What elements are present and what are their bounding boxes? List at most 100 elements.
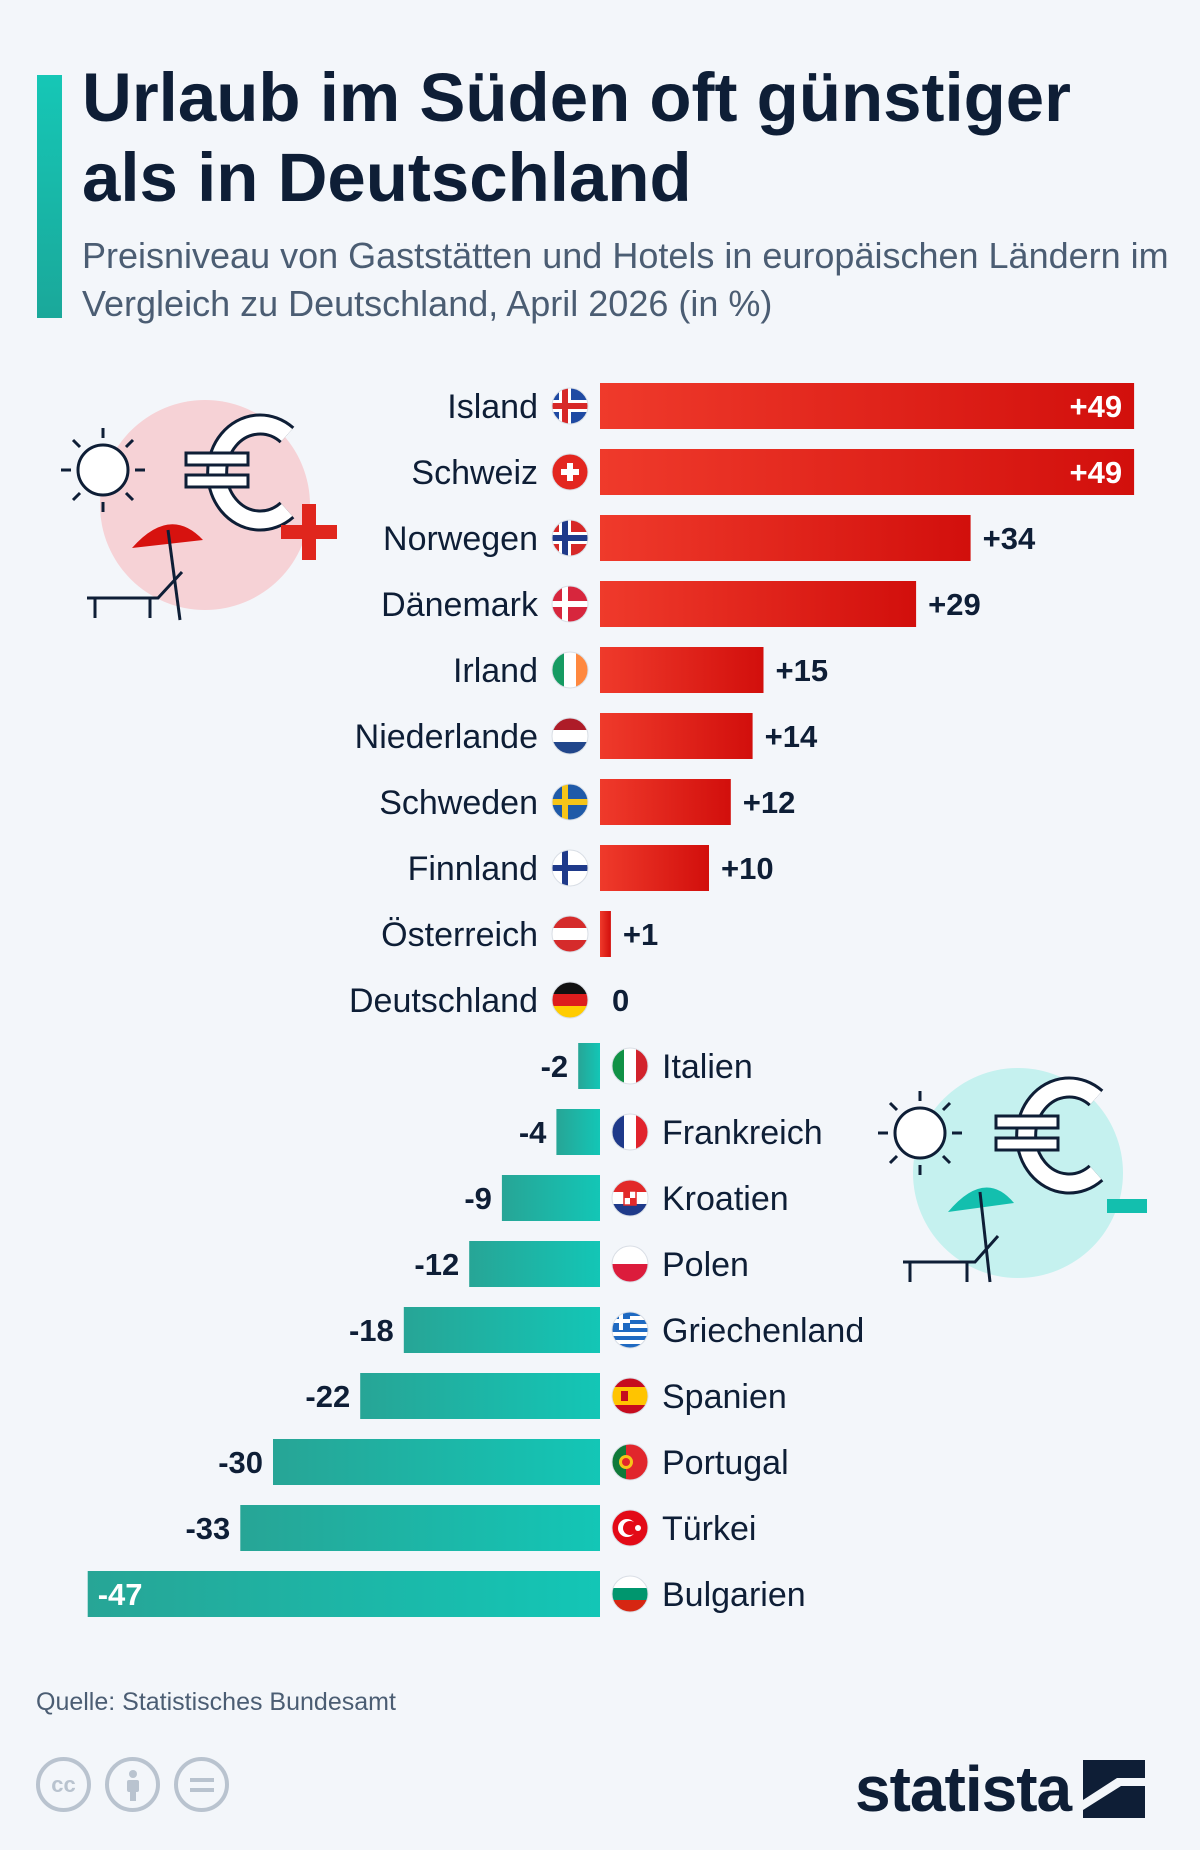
flag-spanien-outline (611, 1377, 649, 1415)
value-label-island: +49 (1070, 389, 1123, 424)
value-label-bulgarien: -47 (98, 1577, 143, 1612)
bar-portugal (273, 1439, 600, 1485)
umbrella-icon (132, 524, 203, 621)
flag-deutschland-icon (552, 982, 588, 1018)
cc-text: cc (51, 1771, 76, 1797)
bar-niederlande (600, 713, 753, 759)
value-label-portugal: -30 (218, 1445, 263, 1480)
flag-niederlande-outline (551, 717, 589, 755)
title-accent-bar (37, 75, 62, 318)
logo-text: statista (855, 1753, 1072, 1825)
chart-subtitle: Preisniveau von Gaststätten und Hotels i… (82, 235, 1169, 324)
flag-finnland-icon (552, 850, 588, 886)
value-label-schweden: +12 (743, 785, 796, 820)
bar-oesterreich (600, 911, 611, 957)
no-derivatives-icon[interactable] (174, 1757, 229, 1812)
category-label-kroatien: Kroatien (662, 1180, 789, 1218)
bar-schweiz (600, 449, 1135, 495)
flag-frankreich-icon (612, 1114, 648, 1150)
flag-oesterreich-outline (551, 915, 589, 953)
flag-tuerkei-icon (612, 1510, 648, 1546)
bar-frankreich (556, 1109, 600, 1155)
value-label-schweiz: +49 (1070, 455, 1123, 490)
value-label-frankreich: -4 (519, 1115, 547, 1150)
umbrella-icon (948, 1187, 1014, 1283)
bar-kroatien (501, 1175, 600, 1221)
value-label-finnland: +10 (721, 851, 774, 886)
flag-daenemark-icon (552, 586, 588, 622)
value-label-kroatien: -9 (464, 1181, 492, 1216)
flag-polen-outline (611, 1245, 649, 1283)
category-label-island: Island (447, 388, 538, 426)
statista-logo[interactable]: statista (855, 1752, 1146, 1826)
value-label-griechenland: -18 (349, 1313, 394, 1348)
plus-icon (281, 504, 337, 560)
flag-deutschland-outline (551, 981, 589, 1019)
chart-title: Urlaub im Süden oft günstiger als in Deu… (82, 59, 1072, 216)
attribution-icon[interactable] (105, 1757, 160, 1812)
bar-griechenland (403, 1307, 600, 1353)
value-label-tuerkei: -33 (185, 1511, 230, 1546)
flag-italien-icon (612, 1048, 648, 1084)
bar-chart: Island +49 Schweiz +49 Norwegen +34 Dänemark +2… (61, 383, 1147, 1617)
category-label-deutschland: Deutschland (349, 982, 538, 1020)
bar-irland (600, 647, 764, 693)
flag-schweiz-icon (552, 454, 588, 490)
value-label-niederlande: +14 (765, 719, 818, 754)
bar-finnland (600, 845, 709, 891)
flag-irland-icon (552, 652, 588, 688)
value-label-oesterreich: +1 (623, 917, 658, 952)
category-label-portugal: Portugal (662, 1444, 789, 1482)
flag-bulgarien-outline (611, 1575, 649, 1613)
flag-oesterreich-icon (552, 916, 588, 952)
source-note: Quelle: Statistisches Bundesamt (36, 1688, 396, 1716)
category-label-griechenland: Griechenland (662, 1312, 864, 1350)
flag-bulgarien-icon (612, 1576, 648, 1612)
expensive-illustration (61, 400, 337, 621)
category-label-schweden: Schweden (379, 784, 538, 822)
flag-norwegen-icon (552, 520, 588, 556)
statista-logo-mark (1083, 1760, 1146, 1818)
cc-icon[interactable]: cc (36, 1757, 91, 1812)
flag-island-outline (551, 387, 589, 425)
flag-kroatien-icon (612, 1180, 648, 1216)
flag-niederlande-icon (552, 718, 588, 754)
sun-icon (878, 1091, 962, 1175)
category-label-niederlande: Niederlande (355, 718, 538, 756)
bar-norwegen (600, 515, 971, 561)
flag-tuerkei-outline (611, 1509, 649, 1547)
flag-portugal-icon (612, 1444, 648, 1480)
minus-icon (1107, 1199, 1147, 1213)
bar-island (600, 383, 1135, 429)
flag-schweden-icon (552, 784, 588, 820)
bar-bulgarien (87, 1571, 600, 1617)
bar-italien (578, 1043, 600, 1089)
category-label-schweiz: Schweiz (411, 454, 538, 492)
sun-icon (61, 428, 145, 512)
lounger-icon (903, 1235, 1000, 1282)
flag-norwegen-outline (551, 519, 589, 557)
category-label-oesterreich: Österreich (381, 916, 538, 954)
lounger-icon (87, 570, 184, 618)
category-label-norwegen: Norwegen (383, 520, 538, 558)
flag-portugal-outline (611, 1443, 649, 1481)
bar-schweden (600, 779, 731, 825)
value-label-spanien: -22 (305, 1379, 350, 1414)
flag-griechenland-icon (612, 1312, 648, 1348)
category-label-tuerkei: Türkei (662, 1510, 756, 1548)
category-label-daenemark: Dänemark (381, 586, 539, 624)
cheap-illustration (878, 1068, 1147, 1283)
flag-italien-outline (611, 1047, 649, 1085)
category-label-italien: Italien (662, 1048, 753, 1086)
bar-polen (469, 1241, 600, 1287)
flag-polen-icon (612, 1246, 648, 1282)
category-label-polen: Polen (662, 1246, 749, 1284)
flag-daenemark-outline (551, 585, 589, 623)
category-label-spanien: Spanien (662, 1378, 787, 1416)
flag-spanien-icon (612, 1378, 648, 1414)
bar-daenemark (600, 581, 917, 627)
flag-schweden-outline (551, 783, 589, 821)
euro-icon (184, 413, 295, 532)
category-label-finnland: Finnland (408, 850, 538, 888)
value-label-irland: +15 (776, 653, 829, 688)
